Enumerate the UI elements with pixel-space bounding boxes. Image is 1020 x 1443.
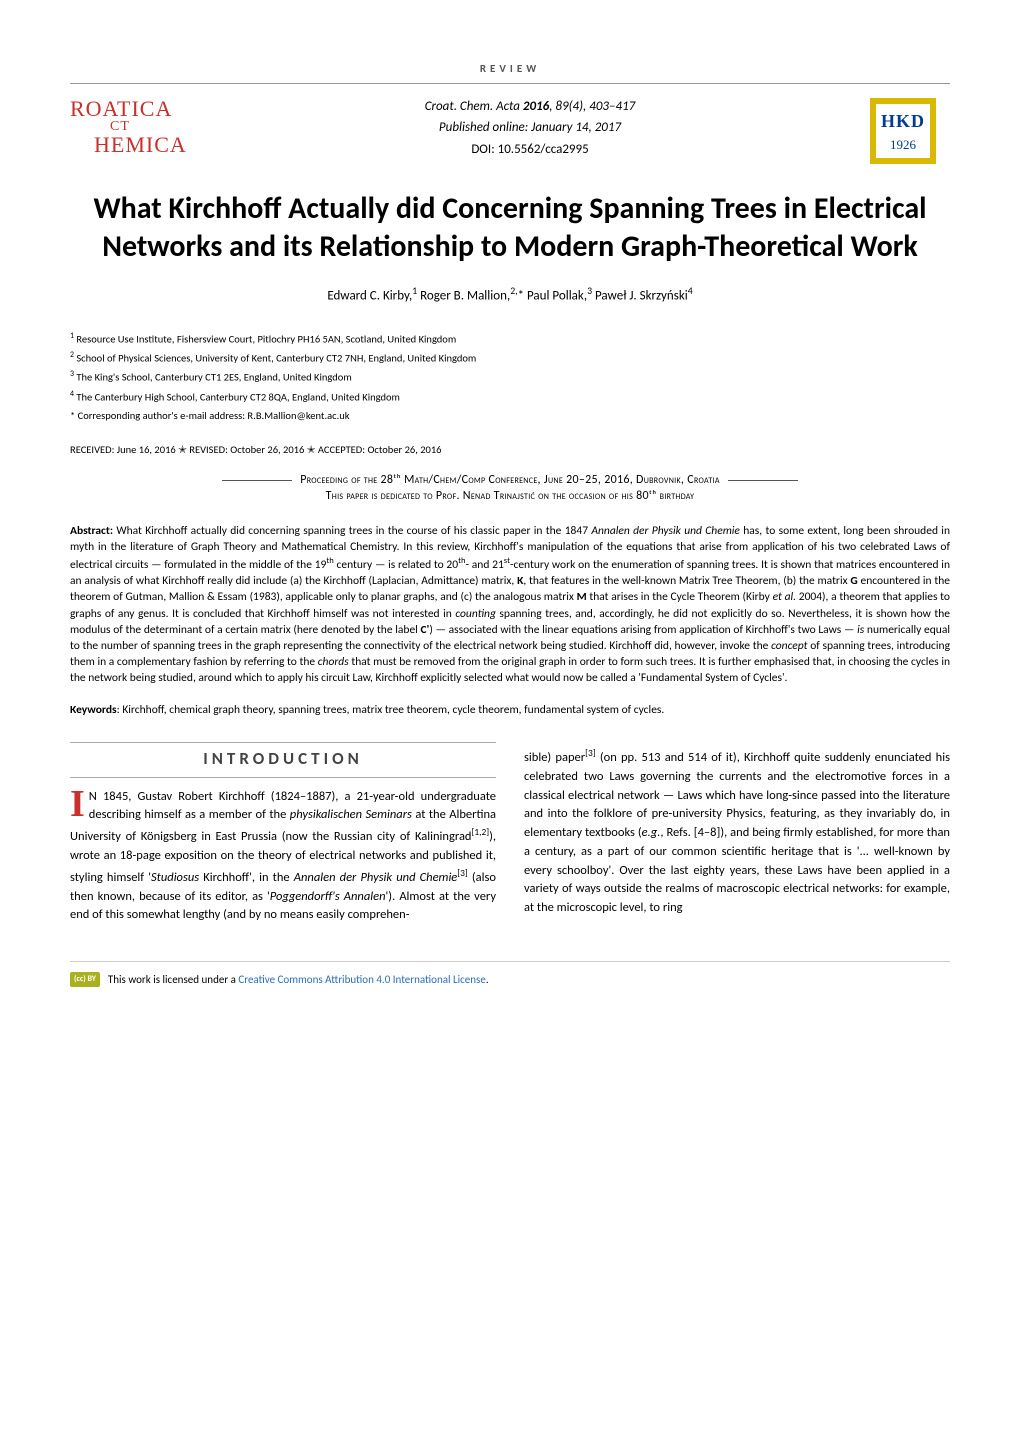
journal-logo-left: ROATICA CT HEMICA <box>70 98 190 156</box>
proceeding-dedication: Proceeding of the 28ᵗʰ Math/Chem/Comp Co… <box>70 472 950 506</box>
keywords-text: : Kirchhoff, chemical graph theory, span… <box>117 703 665 717</box>
intro-paragraph-left: IN 1845, Gustav Robert Kirchhoff (1824–1… <box>70 788 496 926</box>
logo-line2: HEMICA <box>94 132 187 157</box>
affiliations-block: 1 Resource Use Institute, Fishersview Co… <box>70 330 950 425</box>
col1-text: N 1845, Gustav Robert Kirchhoff (1824–18… <box>70 789 496 923</box>
logo-line1: ROATICA <box>70 96 172 121</box>
license-footer: (cc) BY This work is licensed under a Cr… <box>70 961 950 987</box>
proceeding-line: Proceeding of the 28ᵗʰ Math/Chem/Comp Co… <box>70 472 950 489</box>
hkd-year: 1926 <box>890 136 916 154</box>
hkd-text: HKD <box>881 109 925 134</box>
citation-volissue: 89(4), 403–417 <box>555 99 635 114</box>
journal-name: Croat. Chem. Acta <box>425 99 520 114</box>
review-label: REVIEW <box>468 61 552 76</box>
review-header: REVIEW <box>70 60 950 78</box>
review-rule <box>70 83 950 84</box>
manuscript-dates: RECEIVED: June 16, 2016 ✭ REVISED: Octob… <box>70 443 950 458</box>
section-heading-introduction: INTRODUCTION <box>70 746 496 776</box>
intro-paragraph-right: sible) paper[3] (on pp. 513 and 514 of i… <box>524 746 950 918</box>
column-right: sible) paper[3] (on pp. 513 and 514 of i… <box>524 746 950 925</box>
published-line: Published online: January 14, 2017 <box>190 119 870 137</box>
hkd-badge: HKD 1926 <box>870 98 936 164</box>
corresponding-author: * Corresponding author's e-mail address:… <box>70 407 950 425</box>
dropcap-letter: I <box>70 788 89 820</box>
society-logo-right: HKD 1926 <box>870 98 950 164</box>
affiliation-2: 2 School of Physical Sciences, Universit… <box>70 349 950 367</box>
citation-line: Croat. Chem. Acta 2016, 89(4), 403–417 <box>190 98 870 116</box>
affiliation-1: 1 Resource Use Institute, Fishersview Co… <box>70 330 950 348</box>
abstract-text: What Kirchhoff actually did concerning s… <box>70 524 950 685</box>
doi-line: DOI: 10.5562/cca2995 <box>190 141 870 159</box>
affiliation-3: 3 The King's School, Canterbury CT1 2ES,… <box>70 368 950 386</box>
body-columns: INTRODUCTION IN 1845, Gustav Robert Kirc… <box>70 746 950 925</box>
license-link[interactable]: Creative Commons Attribution 4.0 Interna… <box>238 973 485 986</box>
cc-by-icon: (cc) BY <box>70 972 100 987</box>
citation-meta: Croat. Chem. Acta 2016, 89(4), 403–417 P… <box>190 98 870 162</box>
abstract-block: Abstract: What Kirchhoff actually did co… <box>70 523 950 686</box>
authors-line: Edward C. Kirby,1 Roger B. Mallion,2,* P… <box>70 285 950 306</box>
affiliation-4: 4 The Canterbury High School, Canterbury… <box>70 388 950 406</box>
abstract-label: Abstract: <box>70 524 113 538</box>
top-meta-block: ROATICA CT HEMICA Croat. Chem. Acta 2016… <box>70 98 950 164</box>
column-left: INTRODUCTION IN 1845, Gustav Robert Kirc… <box>70 746 496 925</box>
proceeding-text: Proceeding of the 28ᵗʰ Math/Chem/Comp Co… <box>300 472 720 489</box>
keywords-block: Keywords: Kirchhoff, chemical graph theo… <box>70 702 950 718</box>
dedication-line: This paper is dedicated to Prof. Nenad T… <box>70 488 950 505</box>
citation-year: 2016 <box>523 99 549 114</box>
paper-title: What Kirchhoff Actually did Concerning S… <box>70 190 950 265</box>
license-text: This work is licensed under a Creative C… <box>108 972 489 987</box>
keywords-label: Keywords <box>70 703 117 717</box>
